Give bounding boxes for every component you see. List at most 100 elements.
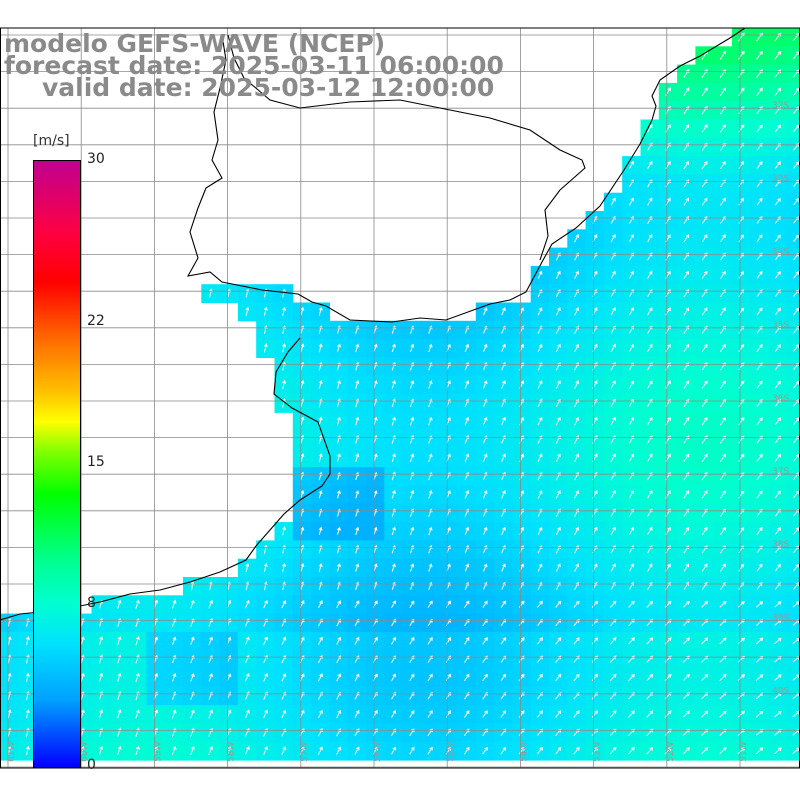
- wind-arrow: [354, 636, 360, 645]
- wind-arrow: [665, 416, 671, 426]
- wind-arrow: [409, 746, 415, 755]
- wind-arrow: [190, 673, 195, 682]
- wind-arrow: [300, 563, 305, 572]
- wind-arrow: [355, 453, 360, 463]
- wind-arrow: [774, 124, 781, 133]
- wind-arrow: [738, 380, 745, 389]
- wind-arrow: [682, 600, 690, 608]
- wind-arrow: [737, 674, 745, 681]
- wind-arrow: [719, 674, 727, 681]
- wind-arrow: [720, 234, 726, 243]
- wind-arrow: [464, 563, 470, 572]
- wind-arrow: [738, 87, 745, 97]
- wind-arrow: [774, 271, 781, 279]
- wind-arrow: [701, 563, 708, 572]
- wind-arrow: [738, 161, 745, 169]
- wind-arrow: [573, 600, 580, 608]
- wind-speed-cell: [786, 302, 800, 322]
- wind-arrow: [501, 416, 506, 426]
- wind-speed-cell: [786, 375, 800, 395]
- wind-speed-cell: [786, 741, 800, 761]
- wind-speed-cell: [786, 705, 800, 724]
- wind-arrow: [208, 599, 213, 609]
- wind-arrow: [738, 490, 745, 499]
- wind-arrow: [755, 637, 764, 645]
- wind-speed-cell: [786, 577, 800, 596]
- wind-arrow: [756, 307, 763, 316]
- wind-arrow: [464, 380, 470, 389]
- wind-arrow: [738, 124, 745, 133]
- wind-arrow: [355, 563, 360, 572]
- wind-arrow: [537, 490, 543, 499]
- wind-speed-cell: [786, 357, 800, 377]
- longitude-label: 59W: [153, 742, 163, 762]
- wind-arrow: [336, 600, 342, 609]
- wind-arrow: [427, 710, 433, 718]
- wind-arrow: [463, 746, 470, 755]
- wind-arrow: [391, 526, 396, 536]
- wind-arrow: [628, 416, 635, 426]
- wind-arrow: [683, 197, 689, 206]
- latitude-label: 32S: [772, 101, 789, 111]
- wind-arrow: [135, 672, 140, 682]
- wind-arrow: [190, 636, 195, 645]
- wind-arrow: [318, 490, 323, 499]
- wind-arrow: [701, 87, 708, 97]
- coordinate-labels: 32S 33S 34S 35S 36S 37S 38S 39S 40S 61W 60W 59W 58W 5…: [7, 101, 789, 762]
- wind-arrow: [774, 453, 781, 462]
- wind-arrow: [318, 343, 323, 353]
- wind-arrow: [409, 380, 415, 389]
- wind-arrow: [628, 270, 634, 279]
- wind-arrow: [245, 306, 250, 316]
- wind-arrow: [7, 672, 12, 682]
- wind-arrow: [774, 234, 781, 243]
- wind-arrow: [683, 270, 689, 279]
- coastline-segment: [227, 34, 586, 261]
- wind-arrow: [756, 161, 763, 169]
- wind-arrow: [263, 709, 268, 719]
- wind-arrow: [555, 710, 562, 718]
- wind-speed-cell: [786, 156, 800, 175]
- colorbar-unit: [m/s]: [33, 133, 70, 149]
- wind-arrow: [737, 710, 745, 718]
- wind-arrow: [738, 563, 745, 572]
- wind-arrow: [738, 197, 745, 206]
- colorbar-tick-label: 8: [87, 595, 96, 612]
- wind-arrow: [610, 380, 616, 389]
- wind-speed-cell: [786, 192, 800, 212]
- wind-arrow: [501, 343, 506, 353]
- wind-arrow: [172, 636, 177, 645]
- wind-arrow: [628, 746, 635, 755]
- wind-arrow: [793, 563, 800, 572]
- wind-arrow: [720, 270, 726, 279]
- wind-speed-cell: [786, 595, 800, 615]
- wind-arrow: [482, 307, 488, 316]
- wind-arrow: [25, 636, 30, 646]
- wind-arrow: [793, 527, 800, 535]
- wind-arrow: [683, 453, 690, 463]
- wind-arrow: [555, 380, 561, 389]
- wind-arrow: [664, 747, 672, 755]
- wind-arrow: [354, 709, 360, 718]
- wind-arrow: [665, 453, 671, 463]
- wind-arrow: [428, 490, 433, 499]
- wind-arrow: [682, 710, 690, 718]
- wind-speed-cell: [786, 412, 800, 432]
- wind-speed-cell: [786, 503, 800, 523]
- wind-arrow: [464, 710, 470, 718]
- wind-arrow: [135, 709, 140, 719]
- wind-arrow: [355, 343, 360, 353]
- wind-arrow: [719, 637, 727, 645]
- wind-arrow: [610, 307, 616, 316]
- wind-arrow: [555, 490, 561, 499]
- coastline-segment: [0, 337, 331, 621]
- wind-arrow: [701, 637, 709, 645]
- wind-arrow: [609, 710, 617, 718]
- wind-arrow: [665, 87, 671, 97]
- wind-arrow: [336, 490, 341, 499]
- wind-arrow: [683, 526, 690, 536]
- wind-arrow: [391, 453, 396, 463]
- wind-arrow: [391, 710, 396, 718]
- wind-arrow: [300, 343, 305, 353]
